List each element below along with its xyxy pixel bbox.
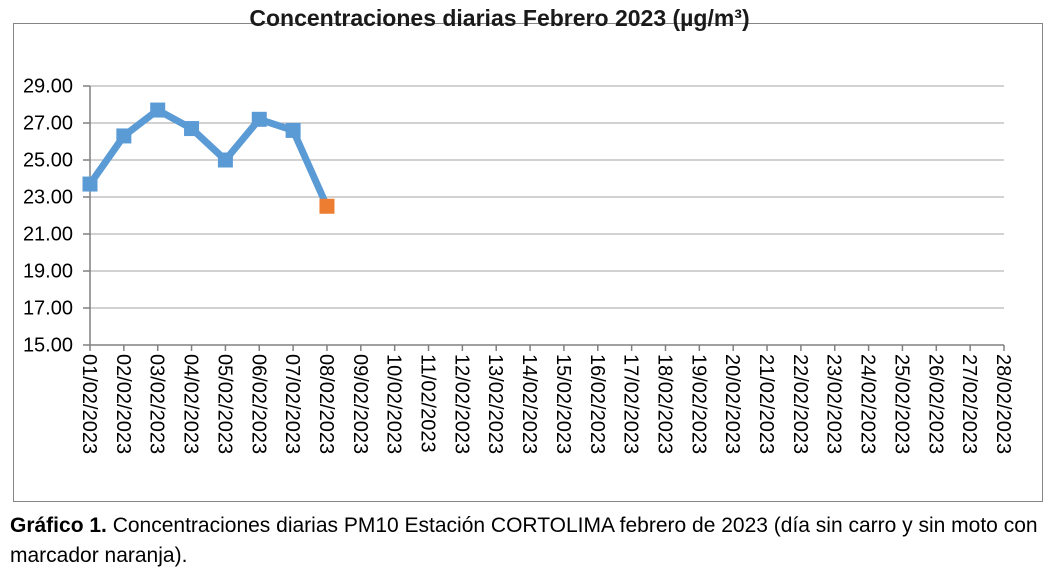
x-axis-label: 14/02/2023 [518,354,540,454]
x-axis-label: 06/02/2023 [247,354,269,454]
y-axis-label: 23.00 [23,187,73,209]
data-point-marker [82,176,98,192]
x-axis-label: 09/02/2023 [349,354,371,454]
gridlines [90,85,1004,309]
data-point-marker [150,102,166,118]
caption-label: Gráfico 1. [10,514,107,537]
x-axis-label: 07/02/2023 [281,354,303,454]
y-tick-labels: 29.00 27.00 25.00 23.00 21.00 19.00 17.00 15.00 [23,76,73,357]
y-axis-label: 27.00 [23,113,73,135]
x-axis-label: 10/02/2023 [383,354,405,454]
x-axis-label: 18/02/2023 [653,354,675,454]
data-point-marker [251,111,267,127]
data-point-marker [285,122,301,138]
y-axis-label: 21.00 [23,224,73,246]
x-axis-label: 25/02/2023 [890,354,912,454]
chart-title: Concentraciones diarias Febrero 2023 (µg… [249,5,750,31]
x-axis-label: 02/02/2023 [112,354,134,454]
chart-frame [13,23,1043,502]
x-axis-label: 12/02/2023 [450,354,472,454]
x-axis-label: 17/02/2023 [620,354,642,454]
x-axis-label: 20/02/2023 [721,354,743,454]
y-axis-label: 25.00 [23,150,73,172]
data-point-marker [116,128,132,144]
x-axis-label: 15/02/2023 [552,354,574,454]
x-axis-label: 22/02/2023 [789,354,811,454]
data-point-marker [184,121,200,137]
x-axis-label: 24/02/2023 [857,354,879,454]
x-tick-labels: 01/02/2023 02/02/2023 03/02/2023 04/02/2023… [78,354,1014,454]
x-axis-label: 26/02/2023 [924,354,946,454]
x-axis-label: 05/02/2023 [213,354,235,454]
highlighted-data-point-marker [319,198,335,214]
x-axis-label: 19/02/2023 [687,354,709,454]
plot-area: 29.00 27.00 25.00 23.00 21.00 19.00 17.00 15.00… [23,76,1014,455]
caption-text: Concentraciones diarias PM10 Estación CO… [10,514,1038,567]
y-axis-label: 15.00 [23,335,73,357]
x-axis-label: 21/02/2023 [755,354,777,454]
x-axis-label: 28/02/2023 [992,354,1014,454]
x-axis-label: 03/02/2023 [146,354,168,454]
x-axis-label: 11/02/2023 [417,354,439,453]
x-axis-label: 23/02/2023 [823,354,845,454]
figure-caption: Gráfico 1. Concentraciones diarias PM10 … [10,511,1055,571]
y-axis-label: 29.00 [23,76,73,98]
data-point-marker [217,152,233,168]
y-axis-label: 19.00 [23,261,73,283]
x-axis-label: 13/02/2023 [484,354,506,454]
axes-and-ticks [83,85,1005,351]
x-axis-label: 16/02/2023 [586,354,608,454]
x-axis-label: 04/02/2023 [180,354,202,454]
x-axis-label: 01/02/2023 [78,354,100,454]
series-markers [82,102,335,214]
x-axis-label: 27/02/2023 [958,354,980,454]
y-axis-label: 17.00 [23,298,73,320]
x-axis-label: 08/02/2023 [315,354,337,454]
